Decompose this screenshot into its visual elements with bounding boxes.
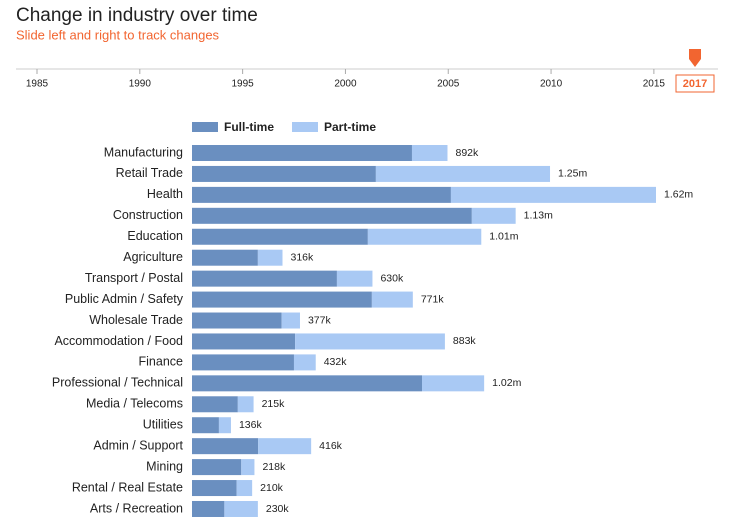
total-label: 215k — [262, 398, 286, 410]
timeline-value-box — [675, 74, 715, 93]
total-label: 377k — [308, 314, 332, 326]
category-label: Media / Telecoms — [86, 397, 183, 411]
total-label: 218k — [262, 461, 286, 473]
bar-segment — [192, 375, 422, 392]
bar-segment — [371, 291, 413, 308]
category-label: Public Admin / Safety — [65, 292, 184, 306]
legend-swatch — [292, 122, 318, 132]
timeline-handle[interactable] — [689, 49, 701, 67]
bar-segment — [295, 333, 445, 350]
bar-segment — [450, 186, 656, 203]
bar-segment — [192, 333, 296, 350]
category-label: Retail Trade — [116, 166, 183, 180]
bar-segment — [237, 396, 254, 413]
legend-swatch — [192, 122, 218, 132]
total-label: 432k — [324, 356, 348, 368]
category-label: Education — [127, 229, 183, 243]
bar-segment — [367, 228, 482, 245]
category-label: Mining — [146, 459, 183, 473]
category-label: Wholesale Trade — [89, 313, 183, 327]
bar-segment — [411, 145, 448, 161]
total-label: 1.62m — [664, 189, 693, 201]
total-label: 1.25m — [558, 168, 587, 180]
bar-segment — [192, 500, 225, 517]
category-label: Utilities — [143, 418, 183, 432]
category-label: Health — [147, 187, 183, 201]
timeline-tick-label: 1985 — [26, 79, 49, 90]
bar-segment — [192, 228, 368, 245]
category-label: Agriculture — [123, 250, 183, 264]
bar-segment — [241, 459, 255, 476]
legend-label: Part-time — [324, 120, 376, 134]
bar-segment — [281, 312, 300, 329]
total-label: 416k — [319, 440, 343, 452]
bar-segment — [192, 186, 451, 203]
total-label: 892k — [455, 147, 479, 159]
bar-segment — [236, 480, 253, 497]
legend-label: Full-time — [224, 120, 274, 134]
bar-segment — [421, 375, 485, 392]
timeline-tick-label: 2015 — [643, 79, 666, 90]
category-label: Finance — [139, 355, 184, 369]
category-label: Professional / Technical — [52, 376, 183, 390]
bar-segment — [218, 417, 231, 434]
bar-segment — [224, 500, 258, 517]
chart-title: Change in industry over time — [16, 5, 258, 26]
timeline-tick-label: 2010 — [540, 79, 563, 90]
bar-segment — [192, 354, 294, 371]
chart-subtitle: Slide left and right to track changes — [16, 27, 220, 42]
bar-segment — [258, 438, 312, 455]
bar-segment — [192, 270, 337, 287]
bar-segment — [471, 207, 516, 224]
bar-segment — [336, 270, 373, 287]
timeline-tick-label: 1990 — [129, 79, 152, 90]
bar-segment — [192, 459, 242, 476]
category-label: Accommodation / Food — [54, 334, 183, 348]
bar-segment — [293, 354, 316, 371]
total-label: 1.01m — [489, 231, 518, 243]
bar-segment — [375, 165, 551, 182]
timeline-tick-label: 1995 — [232, 79, 255, 90]
bar-segment — [192, 480, 237, 497]
timeline-tick-label: 2005 — [437, 79, 460, 90]
bar-segment — [192, 291, 372, 308]
bar-segment — [192, 312, 282, 329]
category-label: Manufacturing — [104, 145, 183, 159]
bar-segment — [192, 438, 259, 455]
total-label: 136k — [239, 419, 263, 431]
bar-segment — [257, 249, 283, 266]
bar-segment — [192, 165, 376, 182]
bar-segment — [192, 396, 238, 413]
timeline-tick-label: 2000 — [334, 79, 357, 90]
category-label: Arts / Recreation — [90, 501, 183, 515]
bar-segment — [192, 207, 472, 224]
total-label: 210k — [260, 482, 284, 494]
bar-segment — [192, 417, 219, 434]
category-label: Transport / Postal — [85, 271, 183, 285]
total-label: 771k — [421, 293, 445, 305]
category-label: Admin / Support — [93, 438, 183, 452]
total-label: 630k — [380, 272, 404, 284]
total-label: 316k — [291, 251, 315, 263]
bar-segment — [192, 145, 412, 161]
total-label: 883k — [453, 335, 477, 347]
total-label: 1.02m — [492, 377, 521, 389]
category-label: Rental / Real Estate — [72, 480, 183, 494]
bar-segment — [192, 249, 258, 266]
timeline-value: 2017 — [683, 78, 707, 90]
category-label: Construction — [113, 208, 183, 222]
total-label: 230k — [266, 503, 290, 515]
total-label: 1.13m — [524, 210, 553, 222]
